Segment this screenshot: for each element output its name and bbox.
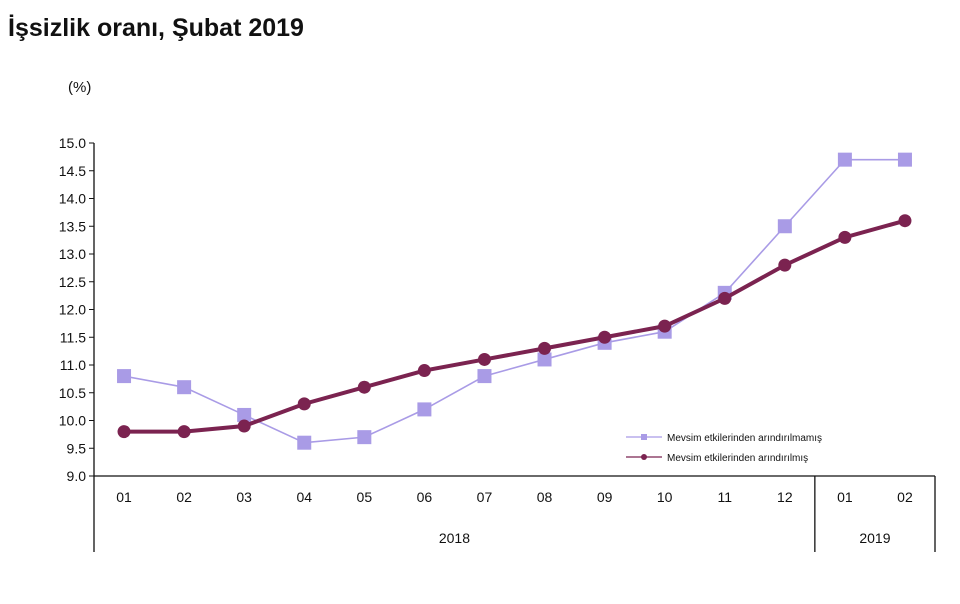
y-axis-label: (%) — [68, 79, 91, 96]
data-point — [538, 341, 552, 355]
series-line — [123, 158, 905, 444]
x-tick-label: 04 — [296, 489, 312, 505]
data-point — [718, 291, 732, 305]
data-point — [297, 397, 311, 411]
x-tick-label: 11 — [717, 489, 732, 505]
data-point — [658, 319, 672, 333]
data-point — [357, 430, 372, 445]
y-tick-label: 12.5 — [59, 274, 86, 290]
x-tick-label: 02 — [897, 489, 913, 505]
data-point — [237, 419, 251, 433]
y-tick-label: 15.0 — [59, 135, 86, 151]
data-point — [898, 214, 912, 228]
data-point — [477, 369, 492, 384]
x-tick-label: 10 — [657, 489, 673, 505]
data-point — [177, 425, 191, 439]
data-point — [778, 258, 792, 272]
x-tick-label: 08 — [537, 489, 553, 505]
data-point — [417, 402, 432, 417]
data-point — [237, 407, 252, 422]
legend-marker — [641, 454, 647, 460]
y-tick-label: 9.0 — [67, 468, 87, 484]
y-tick-label: 11.5 — [60, 329, 86, 345]
x-tick-label: 09 — [597, 489, 613, 505]
x-tick-label: 12 — [777, 489, 793, 505]
data-point — [777, 219, 792, 234]
legend-label: Mevsim etkilerinden arındırılmış — [667, 453, 808, 464]
y-tick-label: 13.0 — [59, 246, 86, 262]
legend-marker — [641, 434, 647, 440]
y-tick-label: 14.0 — [59, 191, 86, 207]
data-point — [837, 152, 852, 167]
series-line — [124, 218, 906, 434]
x-tick-label: 06 — [417, 489, 433, 505]
data-point — [177, 380, 192, 395]
data-point — [417, 364, 431, 378]
chart-title: İşsizlik oranı, Şubat 2019 — [8, 14, 304, 42]
y-tick-label: 9.5 — [67, 440, 87, 456]
x-tick-label: 07 — [477, 489, 493, 505]
x-tick-label: 02 — [176, 489, 192, 505]
x-tick-label: 05 — [357, 489, 373, 505]
y-tick-label: 12.0 — [59, 302, 86, 318]
data-point — [838, 230, 852, 244]
data-point — [117, 425, 131, 439]
data-point — [598, 330, 612, 344]
data-point — [117, 369, 132, 384]
data-point — [477, 352, 491, 366]
x-tick-label: 03 — [236, 489, 252, 505]
data-point — [537, 352, 552, 367]
y-tick-label: 10.0 — [59, 413, 86, 429]
y-tick-label: 13.5 — [59, 218, 86, 234]
y-tick-label: 14.5 — [59, 163, 86, 179]
year-label: 2018 — [439, 530, 470, 546]
x-tick-label: 01 — [116, 489, 132, 505]
year-label: 2019 — [859, 530, 890, 546]
data-point — [297, 435, 312, 450]
legend-label: Mevsim etkilerinden arındırılmamış — [667, 433, 822, 444]
x-tick-label: 01 — [837, 489, 853, 505]
y-tick-label: 11.0 — [60, 357, 86, 373]
y-tick-label: 10.5 — [59, 385, 86, 401]
data-point — [357, 380, 371, 394]
data-point — [897, 152, 912, 167]
